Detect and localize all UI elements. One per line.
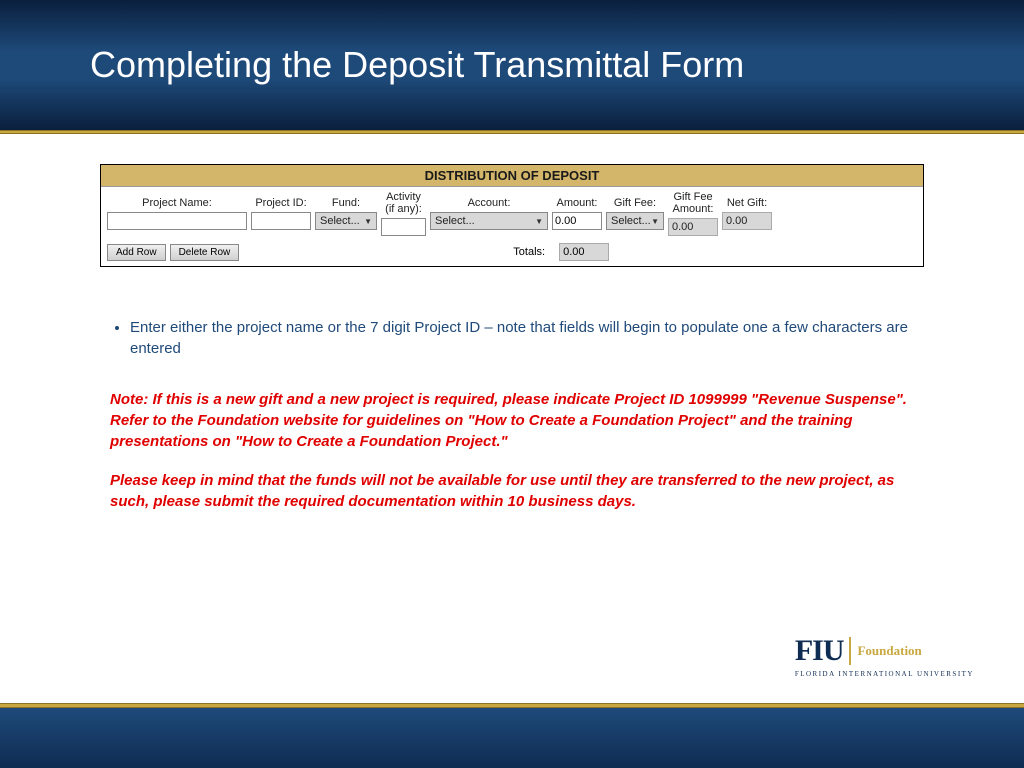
label-net-gift: Net Gift: [727, 197, 767, 209]
instruction-list: Enter either the project name or the 7 d… [130, 317, 914, 359]
label-amount: Amount: [557, 197, 598, 209]
fiu-logo-text: FIU [795, 634, 844, 668]
gift-fee-amount-value: 0.00 [668, 218, 718, 236]
logo-block: FIU Foundation FLORIDA INTERNATIONAL UNI… [795, 634, 974, 678]
label-gift-fee: Gift Fee: [614, 197, 656, 209]
form-button-row: Add Row Delete Row Totals: 0.00 [101, 240, 923, 266]
fund-select-text: Select... [320, 215, 360, 227]
form-section-title: DISTRIBUTION OF DEPOSIT [101, 165, 923, 187]
fund-select[interactable]: Select... ▼ [315, 212, 377, 230]
content-area: DISTRIBUTION OF DEPOSIT Project Name: Pr… [0, 134, 1024, 512]
page-title: Completing the Deposit Transmittal Form [90, 44, 744, 86]
footer-band [0, 708, 1024, 768]
distribution-form: DISTRIBUTION OF DEPOSIT Project Name: Pr… [100, 164, 924, 267]
chevron-down-icon: ▼ [364, 217, 372, 226]
label-activity: Activity (if any): [385, 191, 422, 215]
delete-row-button[interactable]: Delete Row [170, 244, 240, 261]
foundation-text: Foundation [857, 643, 921, 659]
label-project-id: Project ID: [255, 197, 306, 209]
label-account: Account: [468, 197, 511, 209]
amount-input[interactable] [552, 212, 602, 230]
project-id-input[interactable] [251, 212, 311, 230]
chevron-down-icon: ▼ [535, 217, 543, 226]
footer [0, 703, 1024, 768]
gift-fee-select[interactable]: Select...▼ [606, 212, 664, 230]
add-row-button[interactable]: Add Row [107, 244, 166, 261]
logo-top-row: FIU Foundation [795, 634, 922, 668]
label-fund: Fund: [332, 197, 360, 209]
note-paragraph-1: Note: If this is a new gift and a new pr… [110, 389, 914, 452]
note-paragraph-2: Please keep in mind that the funds will … [110, 470, 914, 512]
label-gift-fee-amount: Gift Fee Amount: [673, 191, 714, 215]
logo-divider [849, 637, 851, 665]
form-header-row: Project Name: Project ID: Fund: Select...… [101, 187, 923, 240]
instruction-item: Enter either the project name or the 7 d… [130, 317, 914, 359]
account-select-text: Select... [435, 215, 475, 227]
net-gift-value: 0.00 [722, 212, 772, 230]
totals-label: Totals: [513, 246, 545, 258]
gift-fee-select-text: Select... [611, 215, 651, 227]
note-block: Note: If this is a new gift and a new pr… [110, 389, 914, 512]
label-project-name: Project Name: [142, 197, 212, 209]
activity-input[interactable] [381, 218, 426, 236]
totals-amount: 0.00 [559, 243, 609, 261]
logo-subtitle: FLORIDA INTERNATIONAL UNIVERSITY [795, 670, 974, 678]
slide-header: Completing the Deposit Transmittal Form [0, 0, 1024, 130]
chevron-down-icon: ▼ [651, 217, 659, 226]
project-name-input[interactable] [107, 212, 247, 230]
account-select[interactable]: Select... ▼ [430, 212, 548, 230]
